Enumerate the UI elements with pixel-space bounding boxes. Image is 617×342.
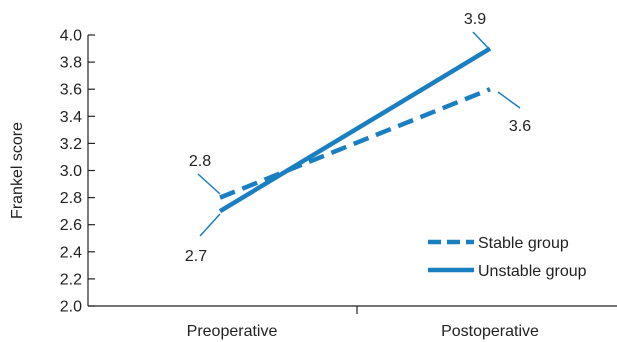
y-tick-label: 3.4 <box>60 109 82 126</box>
data-label: 2.7 <box>185 248 207 265</box>
y-tick-label: 3.2 <box>60 136 82 153</box>
y-tick-label: 2.2 <box>60 271 82 288</box>
data-label-leader <box>199 213 221 237</box>
legend: Stable group Unstable group <box>428 235 587 280</box>
x-category-label: Postoperative <box>441 323 539 340</box>
data-label: 3.9 <box>464 11 486 28</box>
y-tick-label: 3.8 <box>60 55 82 72</box>
y-tick-label: 4.0 <box>60 28 82 45</box>
x-axis: Preoperative Postoperative <box>88 305 617 340</box>
y-axis: 2.0 2.2 2.4 2.6 2.8 3.0 3.2 3.4 3.6 3.8 4.0 <box>60 28 95 316</box>
series-lines <box>218 46 492 214</box>
data-label-leader <box>472 31 491 51</box>
series-line-stable <box>219 87 491 200</box>
data-label-leader <box>197 173 221 195</box>
legend-label: Stable group <box>478 235 569 252</box>
y-axis-title: Frankel score <box>9 122 26 219</box>
y-tick-label: 2.8 <box>60 190 82 207</box>
y-tick-label: 3.0 <box>60 163 82 180</box>
legend-label: Unstable group <box>478 263 587 280</box>
series-line-unstable <box>218 46 492 214</box>
y-tick-label: 2.4 <box>60 244 82 261</box>
data-labels: 2.8 3.6 2.7 3.9 <box>185 11 531 265</box>
y-tick-label: 2.0 <box>60 299 82 316</box>
y-tick-label: 3.6 <box>60 82 82 99</box>
y-tick-label: 2.6 <box>60 217 82 234</box>
data-label: 3.6 <box>509 118 531 135</box>
data-label-leader <box>497 91 521 109</box>
data-label: 2.8 <box>189 153 211 170</box>
x-category-label: Preoperative <box>187 323 278 340</box>
